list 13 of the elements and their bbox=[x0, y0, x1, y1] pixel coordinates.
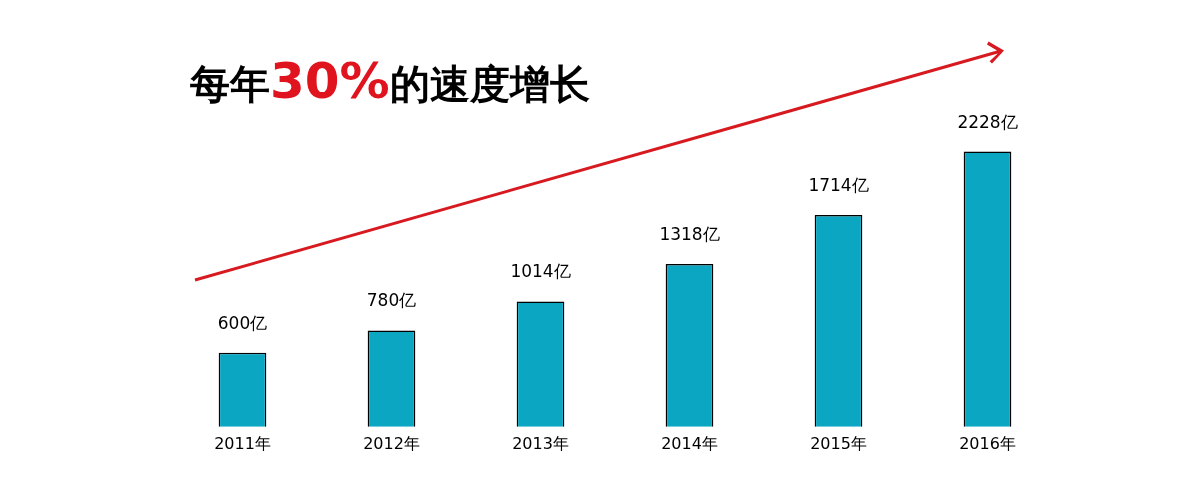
x-tick-label: 2014年 bbox=[661, 433, 718, 453]
data-label: 1014亿 bbox=[510, 261, 571, 282]
chart-title: 每年30%的速度增长 bbox=[190, 52, 590, 110]
data-label: 1318亿 bbox=[659, 223, 720, 244]
data-label: 600亿 bbox=[217, 312, 268, 333]
data-label: 1714亿 bbox=[808, 175, 869, 196]
x-tick-label: 2015年 bbox=[810, 433, 867, 453]
data-label: 2228亿 bbox=[957, 111, 1018, 132]
x-tick-label: 2013年 bbox=[512, 433, 569, 453]
x-tick-label: 2012年 bbox=[363, 433, 420, 453]
data-label: 780亿 bbox=[366, 290, 417, 311]
x-tick-label: 2016年 bbox=[959, 433, 1016, 453]
x-tick-label: 2011年 bbox=[214, 433, 271, 453]
